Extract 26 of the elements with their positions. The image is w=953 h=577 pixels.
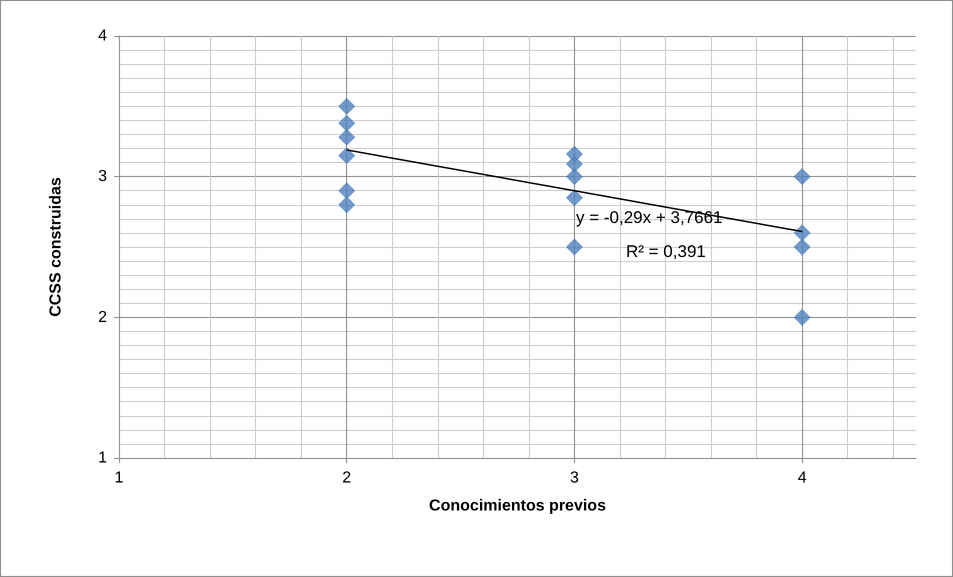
y-axis-title: CCSS construidas bbox=[48, 177, 64, 317]
x-tick-label: 1 bbox=[114, 470, 124, 486]
x-tick-label: 4 bbox=[798, 470, 807, 486]
annotation: y = -0,29x + 3,7661 bbox=[576, 208, 722, 227]
point bbox=[566, 189, 583, 206]
y-tick-label: 1 bbox=[98, 450, 108, 466]
y-tick-label: 4 bbox=[98, 28, 108, 44]
y-tick-label: 2 bbox=[98, 308, 108, 326]
point bbox=[338, 196, 356, 214]
x-tick-label: 2 bbox=[342, 470, 352, 486]
annotation: R² = 0,391 bbox=[626, 242, 706, 261]
x-axis-title: Conocimientos previos bbox=[429, 498, 606, 514]
point bbox=[794, 224, 811, 242]
point bbox=[794, 238, 811, 256]
point bbox=[338, 182, 356, 200]
x-tick-label: 3 bbox=[570, 470, 579, 486]
point bbox=[338, 128, 356, 146]
point bbox=[338, 147, 356, 164]
point bbox=[566, 156, 583, 173]
point bbox=[794, 168, 811, 186]
point bbox=[338, 114, 356, 132]
point bbox=[566, 238, 583, 256]
point bbox=[566, 168, 583, 186]
y-tick-label: 3 bbox=[98, 168, 108, 186]
point bbox=[338, 98, 356, 115]
point bbox=[794, 308, 811, 326]
